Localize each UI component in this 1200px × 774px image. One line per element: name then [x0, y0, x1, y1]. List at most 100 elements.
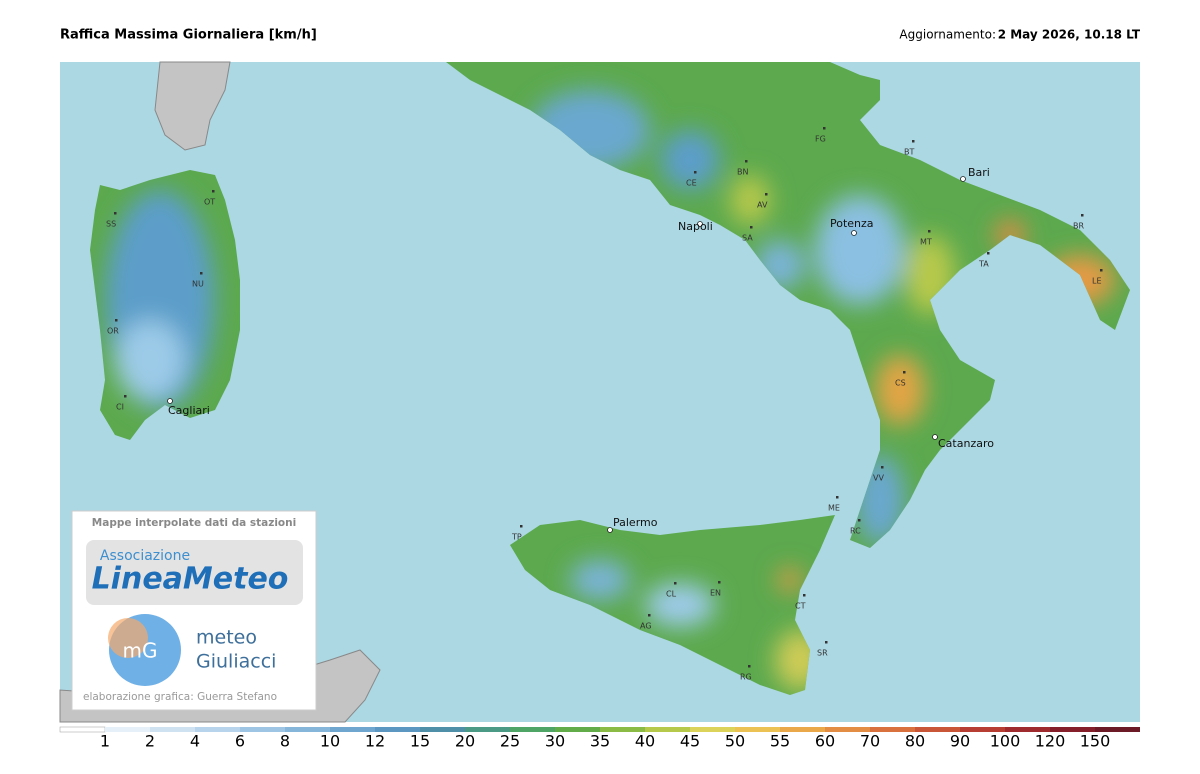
province-code: VV — [873, 474, 884, 483]
city-label: Napoli — [678, 220, 713, 233]
province-code: SA — [742, 234, 753, 243]
code-dot — [748, 665, 751, 668]
giuliacci: Giuliacci — [196, 651, 276, 673]
legend-label: 10 — [320, 732, 340, 751]
legend-swatch — [825, 727, 870, 732]
code-dot — [823, 127, 826, 130]
legend-label: 1 — [100, 732, 110, 751]
legend-label: 25 — [500, 732, 520, 751]
province-code: ME — [828, 504, 840, 513]
code-dot — [520, 525, 523, 528]
meteo: meteo — [196, 627, 257, 649]
province-code: CL — [666, 590, 677, 599]
legend-swatch — [420, 727, 465, 732]
corsica — [154, 61, 231, 151]
code-dot — [124, 395, 127, 398]
legend-label: 120 — [1035, 732, 1066, 751]
code-dot — [912, 140, 915, 143]
code-dot — [1100, 269, 1103, 272]
code-dot — [903, 371, 906, 374]
city-label: Cagliari — [168, 404, 210, 417]
province-code: SS — [106, 220, 116, 229]
logo-caption: Mappe interpolate dati da stazioni — [92, 517, 296, 529]
legend-label: 40 — [635, 732, 655, 751]
legend-swatch — [780, 727, 825, 732]
legend-swatch — [1095, 727, 1140, 732]
province-code: RG — [740, 673, 752, 682]
legend-swatch — [59, 726, 106, 733]
province-code: AV — [757, 201, 768, 210]
code-dot — [750, 226, 753, 229]
legend-label: 90 — [950, 732, 970, 751]
mg: mG — [123, 639, 158, 663]
legend-label: 80 — [905, 732, 925, 751]
province-code: TA — [978, 260, 989, 269]
legend-label: 8 — [280, 732, 290, 751]
code-dot — [765, 193, 768, 196]
legend-swatch — [600, 727, 645, 732]
legend-label: 20 — [455, 732, 475, 751]
city-label: Potenza — [830, 217, 874, 230]
brand-badge — [86, 540, 303, 605]
province-code: BT — [904, 148, 914, 157]
legend-label: 6 — [235, 732, 245, 751]
legend-swatch — [150, 727, 195, 732]
color-legend: 1 2 4 6 8 10 12 15 20 25 30 35 40 45 50 55 60 70 80 90 100 12… — [59, 726, 1140, 751]
province-code: CI — [116, 403, 124, 412]
legend-swatch — [960, 727, 1005, 732]
code-dot — [648, 614, 651, 617]
legend-label: 55 — [770, 732, 790, 751]
province-code: EN — [710, 589, 721, 598]
code-dot — [836, 496, 839, 499]
legend-swatch — [1050, 727, 1095, 732]
code-dot — [718, 581, 721, 584]
code-dot — [694, 171, 697, 174]
legend-swatch — [330, 727, 375, 732]
province-code: SR — [817, 649, 828, 658]
legend-label: 60 — [815, 732, 835, 751]
province-code: LE — [1092, 277, 1102, 286]
province-code: RC — [850, 527, 861, 536]
credit: elaborazione grafica: Guerra Stefano — [83, 691, 277, 703]
city-label: Palermo — [613, 516, 658, 529]
province-codes: SS OT NU OR CI CE BN AV SA FG BT BR TA LE MT CS VV RC ME TP… — [106, 127, 1103, 682]
province-code: MT — [920, 238, 932, 247]
brand: LineaMeteo — [92, 562, 289, 597]
code-dot — [212, 190, 215, 193]
legend-label: 15 — [410, 732, 430, 751]
code-dot — [825, 641, 828, 644]
city-label: Bari — [968, 166, 990, 179]
legend-swatch — [195, 727, 240, 732]
legend-swatch — [375, 727, 420, 732]
code-dot — [881, 466, 884, 469]
association: Associazione — [100, 548, 190, 564]
legend-swatch — [240, 727, 285, 732]
legend-swatch — [285, 727, 330, 732]
province-code: CE — [686, 179, 697, 188]
legend-swatch — [105, 727, 150, 732]
legend-label: 35 — [590, 732, 610, 751]
province-code: TP — [511, 533, 522, 542]
code-dot — [928, 230, 931, 233]
legend-label: 45 — [680, 732, 700, 751]
legend-label: 12 — [365, 732, 385, 751]
legend-swatch — [465, 727, 510, 732]
province-code: BN — [737, 168, 748, 177]
legend-label: 70 — [860, 732, 880, 751]
city-labels: Napoli Potenza Bari Catanzaro Palermo Ca… — [168, 166, 994, 529]
legend-swatch — [555, 727, 600, 732]
code-dot — [115, 319, 118, 322]
update-label: Aggiornamento: — [899, 28, 996, 42]
code-dot — [674, 582, 677, 585]
province-code: AG — [640, 622, 652, 631]
province-code: NU — [192, 280, 204, 289]
legend-swatch — [690, 727, 735, 732]
province-code: CS — [895, 379, 906, 388]
legend-swatch — [915, 727, 960, 732]
province-code: BR — [1073, 222, 1084, 231]
code-dot — [200, 272, 203, 275]
legend-label: 30 — [545, 732, 565, 751]
code-dot — [803, 594, 806, 597]
legend-label: 4 — [190, 732, 200, 751]
